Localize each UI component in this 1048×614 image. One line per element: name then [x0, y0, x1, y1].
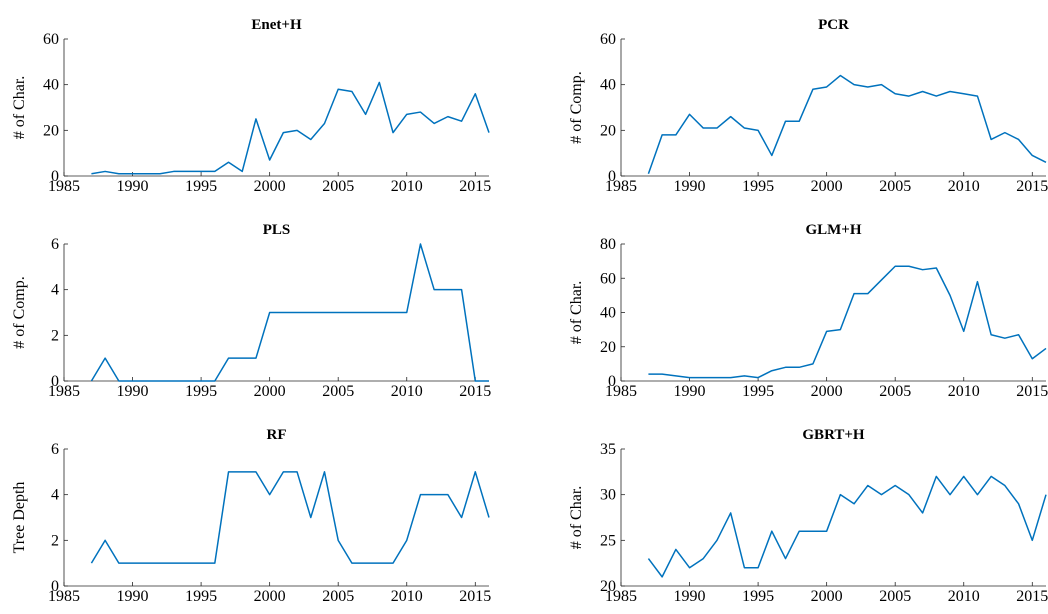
x-tick-label: 1990 — [117, 383, 149, 400]
subplot-title: PLS — [263, 222, 291, 238]
x-tick-label: 2005 — [322, 588, 354, 605]
subplot-title: PCR — [818, 17, 849, 33]
subplot-title: Enet+H — [251, 17, 302, 33]
x-tick-label: 2015 — [1016, 588, 1048, 605]
x-tick-label: 2005 — [322, 178, 354, 195]
y-tick-label: 4 — [51, 487, 59, 504]
x-tick-label: 2005 — [879, 588, 911, 605]
x-tick-label: 2015 — [1016, 178, 1048, 195]
data-line — [90, 471, 490, 564]
y-tick-label: 6 — [51, 441, 59, 458]
data-line — [648, 265, 1047, 379]
subplot: GLM+H # of Char. 0 20 40 60 80 1985 1990 1995 2000… — [568, 222, 1048, 400]
y-tick-label: 35 — [600, 441, 616, 458]
x-tick-label: 2000 — [254, 178, 286, 195]
y-tick-label: 0 — [51, 168, 59, 185]
subplot: Enet+H # of Char. 0 20 40 60 1985 1990 1995 2000 2… — [11, 17, 491, 195]
x-tick-label: 2005 — [879, 383, 911, 400]
x-tick-label: 2000 — [254, 588, 286, 605]
x-tick-label: 1990 — [674, 383, 706, 400]
subplot-title: RF — [267, 427, 287, 443]
y-axis-label: # of Char. — [11, 76, 28, 140]
x-tick-label: 1985 — [48, 383, 80, 400]
y-tick-label: 25 — [600, 532, 616, 549]
data-line — [647, 475, 1047, 578]
y-tick-label: 20 — [600, 122, 616, 139]
y-tick-label: 20 — [600, 578, 616, 595]
y-tick-label: 40 — [43, 77, 59, 94]
y-tick-label: 20 — [43, 122, 59, 139]
x-tick-label: 2015 — [459, 588, 491, 605]
x-tick-label: 2015 — [459, 178, 491, 195]
x-tick-label: 2010 — [391, 383, 423, 400]
x-tick-label: 1985 — [48, 588, 80, 605]
y-tick-label: 20 — [600, 339, 616, 356]
x-tick-label: 1995 — [742, 588, 774, 605]
y-tick-label: 2 — [51, 327, 59, 344]
subplot: PLS # of Comp. 0 2 4 6 1985 1990 1995 2000 2005 201… — [11, 222, 491, 400]
y-tick-label: 60 — [600, 270, 616, 287]
x-tick-label: 1985 — [605, 588, 637, 605]
x-tick-label: 2005 — [322, 383, 354, 400]
x-tick-label: 2000 — [811, 178, 843, 195]
data-line — [647, 74, 1047, 174]
y-axis-label: # of Char. — [568, 281, 585, 345]
x-tick-label: 1995 — [185, 178, 217, 195]
x-tick-label: 2010 — [391, 588, 423, 605]
x-tick-label: 2010 — [391, 178, 423, 195]
subplot: PCR # of Comp. 0 20 40 60 1985 1990 1995 2000 2005… — [568, 17, 1048, 195]
y-axis-label: Tree Depth — [11, 482, 28, 554]
subplot-title: GLM+H — [805, 222, 861, 238]
subplot: GBRT+H # of Char. 20 25 30 35 1985 1990 1995 2000… — [568, 427, 1048, 605]
x-tick-label: 1995 — [185, 588, 217, 605]
x-tick-label: 2010 — [948, 383, 980, 400]
x-tick-label: 1990 — [117, 588, 149, 605]
y-tick-label: 6 — [51, 236, 59, 253]
y-tick-label: 2 — [51, 532, 59, 549]
y-tick-label: 40 — [600, 77, 616, 94]
y-tick-label: 0 — [51, 373, 59, 390]
x-tick-label: 1990 — [117, 178, 149, 195]
x-tick-label: 2010 — [948, 178, 980, 195]
data-line — [90, 243, 489, 382]
x-tick-label: 1990 — [674, 588, 706, 605]
x-tick-label: 1985 — [605, 178, 637, 195]
subplot-title: GBRT+H — [802, 427, 865, 443]
y-tick-label: 80 — [600, 236, 616, 253]
y-tick-label: 60 — [43, 31, 59, 48]
data-line — [91, 81, 490, 175]
x-tick-label: 1995 — [742, 178, 774, 195]
y-tick-label: 4 — [51, 282, 59, 299]
y-tick-label: 40 — [600, 305, 616, 322]
x-tick-label: 2015 — [1016, 383, 1048, 400]
y-axis-label: # of Char. — [568, 486, 585, 550]
y-axis-label: # of Comp. — [568, 71, 585, 143]
subplot: RF Tree Depth 0 2 4 6 1985 1990 1995 2000 2005 2010… — [11, 427, 491, 605]
x-tick-label: 1995 — [742, 383, 774, 400]
y-tick-label: 0 — [608, 168, 616, 185]
x-tick-label: 2000 — [811, 588, 843, 605]
y-tick-label: 0 — [608, 373, 616, 390]
x-tick-label: 1995 — [185, 383, 217, 400]
x-tick-label: 2015 — [459, 383, 491, 400]
y-tick-label: 30 — [600, 487, 616, 504]
y-tick-label: 60 — [600, 31, 616, 48]
x-tick-label: 2005 — [879, 178, 911, 195]
x-tick-label: 2000 — [811, 383, 843, 400]
x-tick-label: 1985 — [48, 178, 80, 195]
x-tick-label: 1990 — [674, 178, 706, 195]
x-tick-label: 2010 — [948, 588, 980, 605]
y-tick-label: 0 — [51, 578, 59, 595]
x-tick-label: 1985 — [605, 383, 637, 400]
y-axis-label: # of Comp. — [11, 276, 28, 348]
x-tick-label: 2000 — [254, 383, 286, 400]
